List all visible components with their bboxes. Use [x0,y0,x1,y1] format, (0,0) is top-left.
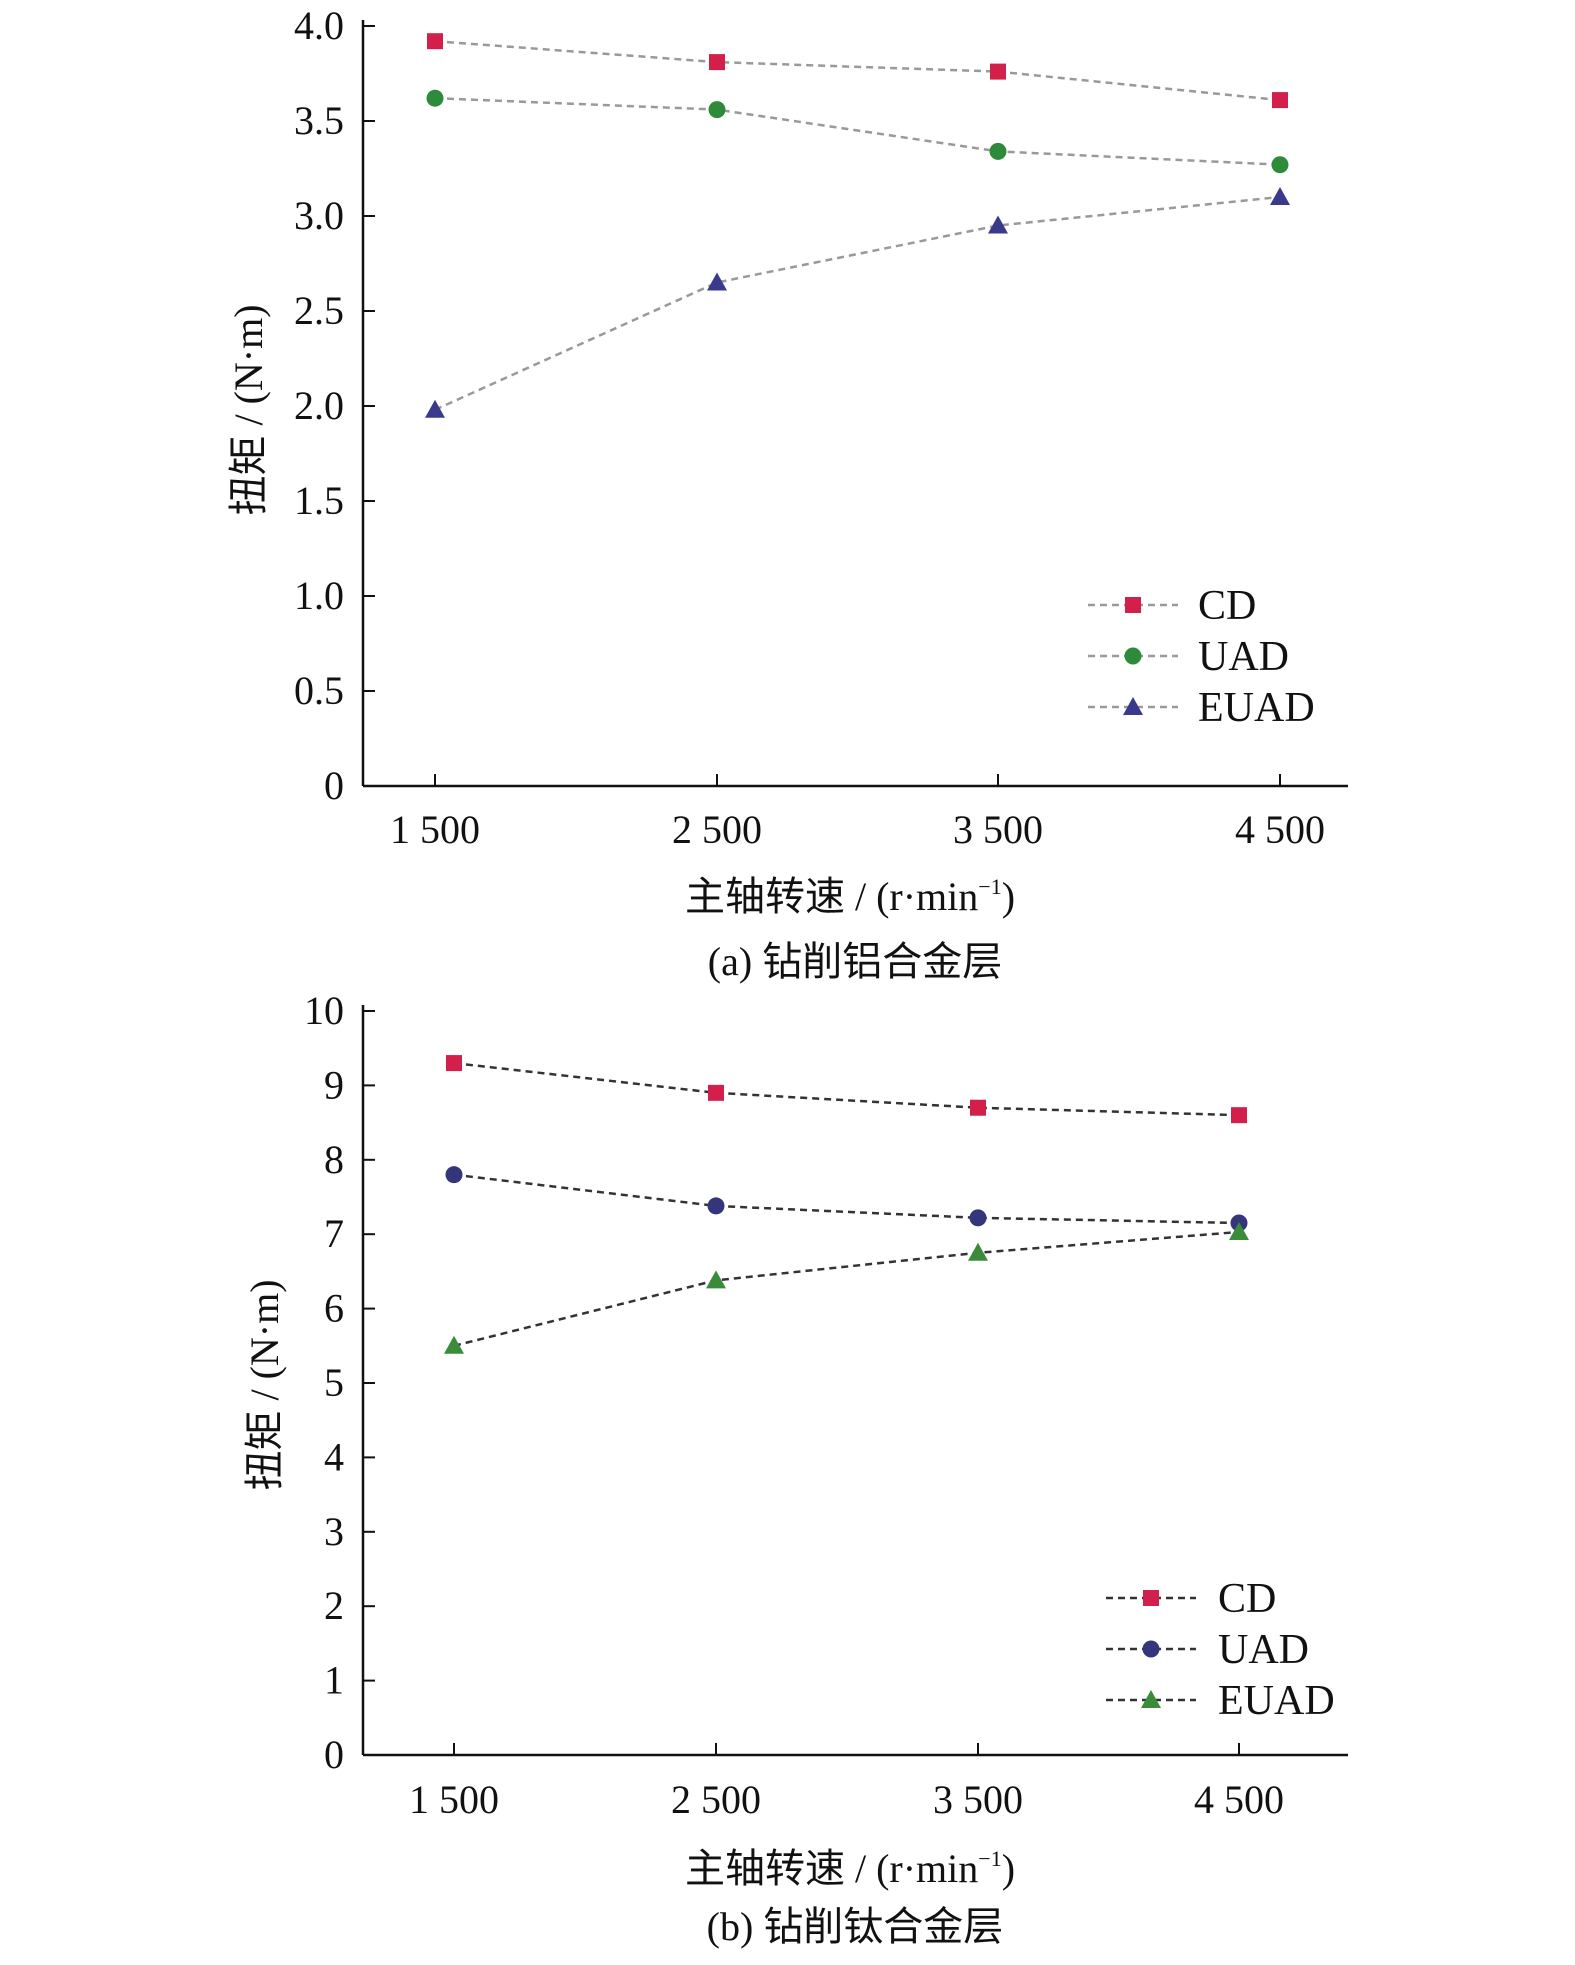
chart-a-point-cd [990,63,1006,80]
chart-b-line-cd [453,1061,1240,1117]
chart-b: 扭矩 / (N·m) 主轴转速 / (r·min−1) (b) 钻削钛合金层 0… [242,988,1348,1949]
chart-b-x-tick-label: 3 500 [933,1777,1023,1822]
chart-b-y-tick-label: 4 [324,1434,344,1479]
chart-b-point-cd [708,1084,724,1101]
chart-a-legend-item-cd: CD [1088,583,1256,629]
chart-b-y-tick-label: 9 [324,1062,344,1107]
chart-a: 扭矩 / (N·m) 主轴转速 / (r·min−1) (a) 钻削铝合金层 0… [226,3,1348,984]
chart-b-point-uad [969,1209,987,1227]
chart-b-line-uad [453,1173,1240,1225]
chart-a-point-uad [1271,156,1289,174]
chart-a-y-tick-label: 2.5 [294,288,344,333]
chart-b-y-tick-label: 3 [324,1509,344,1554]
chart-a-y-tick-label: 4.0 [294,3,344,48]
chart-b-point-uad [707,1197,725,1215]
chart-b-x-tick-label: 4 500 [1194,1777,1284,1822]
chart-b-point-euad [444,1335,464,1354]
chart-a-y-axis-label: 扭矩 / (N·m) [226,304,271,515]
chart-a-point-cd [427,33,443,50]
chart-b-y-tick-label: 8 [324,1137,344,1182]
chart-a-legend-marker [1123,697,1143,715]
chart-b-x-tick-label: 1 500 [409,1777,499,1822]
chart-b-legend-marker [1141,1690,1161,1708]
chart-a-legend-item-euad: EUAD [1088,685,1315,731]
chart-a-y-tick-label: 3.0 [294,193,344,238]
chart-b-legend-marker [1143,1590,1159,1606]
chart-a-legend-item-uad: UAD [1088,634,1289,680]
chart-a-x-tick-label: 2 500 [672,807,762,852]
chart-b-caption: (b) 钻削钛合金层 [707,1904,1004,1949]
chart-a-point-euad [707,272,727,291]
chart-a-point-uad [708,101,726,119]
chart-b-y-tick-label: 0 [324,1732,344,1777]
chart-b-y-tick-label: 7 [324,1211,344,1256]
chart-a-y-tick-label: 2.0 [294,383,344,428]
chart-a-point-cd [709,54,725,71]
chart-b-point-uad [445,1166,463,1184]
chart-b-line-euad [453,1230,1240,1348]
chart-b-y-tick-label: 10 [304,988,344,1033]
chart-a-line-euad [434,195,1281,411]
chart-a-x-axis-label: 主轴转速 / (r·min−1) [685,874,1015,919]
chart-a-y-tick-label: 1.0 [294,573,344,618]
chart-a-point-euad [988,215,1008,234]
chart-b-legend-item-euad: EUAD [1106,1678,1335,1724]
chart-a-caption: (a) 钻削铝合金层 [708,939,1002,984]
chart-b-x-axis-label: 主轴转速 / (r·min−1) [685,1846,1015,1891]
chart-a-point-cd [1272,92,1288,109]
chart-a-y-tick-label: 0.5 [294,668,344,713]
chart-a-legend-marker [1125,597,1141,613]
chart-b-y-tick-label: 2 [324,1583,344,1628]
chart-b-legend-label: CD [1218,1576,1276,1622]
chart-b-legend-label: EUAD [1218,1678,1335,1724]
chart-b-point-cd [446,1055,462,1072]
chart-a-point-euad [425,399,445,418]
chart-a-line-uad [434,96,1281,166]
chart-b-point-euad [706,1270,726,1289]
chart-a-line-cd [434,39,1281,102]
chart-a-series-cd [427,33,1288,109]
chart-a-x-tick-label: 4 500 [1235,807,1325,852]
chart-b-y-tick-label: 5 [324,1360,344,1405]
chart-b-point-cd [1231,1107,1247,1124]
chart-b-legend-label: UAD [1218,1627,1309,1673]
chart-a-legend-marker [1124,647,1142,665]
chart-a-point-uad [989,142,1007,160]
chart-b-y-tick-label: 1 [324,1658,344,1703]
chart-a-series-uad [426,89,1289,174]
chart-a-point-euad [1270,187,1290,205]
chart-b-series-uad [445,1166,1248,1232]
chart-b-x-tick-label: 2 500 [671,1777,761,1822]
chart-a-y-tick-label: 1.5 [294,478,344,523]
chart-a-legend-label: EUAD [1198,685,1315,731]
chart-a-x-tick-label: 1 500 [390,807,480,852]
chart-a-x-tick-label: 3 500 [953,807,1043,852]
chart-b-legend-marker [1142,1640,1160,1658]
chart-a-legend-label: UAD [1198,634,1289,680]
chart-b-series-cd [446,1055,1247,1124]
chart-a-series-euad [425,187,1290,418]
chart-b-point-euad [968,1242,988,1261]
chart-b-series-euad [444,1221,1249,1354]
chart-b-y-axis-label: 扭矩 / (N·m) [242,1279,287,1490]
chart-a-y-tick-label: 0 [324,763,344,808]
chart-a-legend-label: CD [1198,583,1256,629]
chart-b-legend-item-uad: UAD [1106,1627,1309,1673]
chart-b-legend-item-cd: CD [1106,1576,1276,1622]
chart-a-point-uad [426,89,444,107]
chart-b-point-cd [970,1099,986,1116]
chart-b-y-tick-label: 6 [324,1286,344,1331]
chart-b-point-euad [1229,1221,1249,1240]
chart-a-y-tick-label: 3.5 [294,98,344,143]
